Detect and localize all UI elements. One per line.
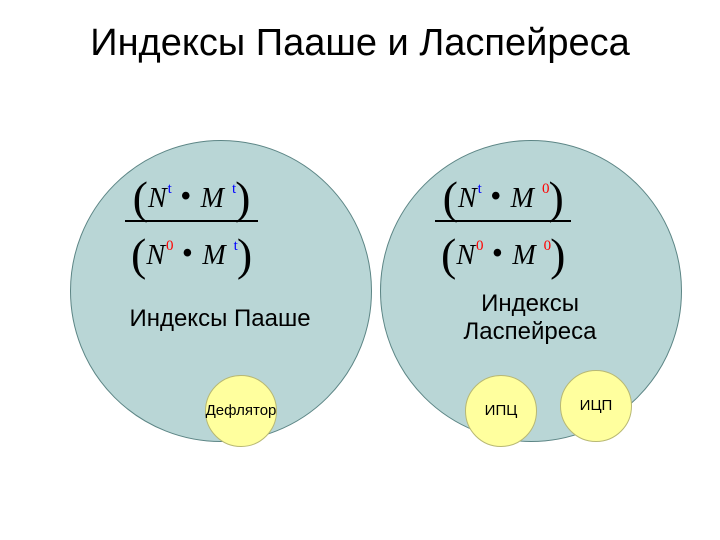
paasche-label: Индексы Пааше (120, 305, 320, 333)
laspeyres-bubble-label-1: ИЦП (580, 398, 613, 415)
laspeyres-bubble-1: ИЦП (560, 370, 632, 442)
paasche-bubble-0: Дефлятор (205, 375, 277, 447)
laspeyres-bubble-0: ИПЦ (465, 375, 537, 447)
laspeyres-bubble-label-0: ИПЦ (485, 403, 518, 420)
paasche-bubble-label-0: Дефлятор (206, 403, 277, 420)
page-title: Индексы Пааше и Ласпейреса (0, 22, 720, 65)
paasche-formula: (Nt • M t) (N0 • M t) (125, 165, 258, 276)
laspeyres-formula: (Nt • M 0) (N0 • M 0) (435, 165, 571, 276)
laspeyres-label: Индексы Ласпейреса (430, 290, 630, 346)
